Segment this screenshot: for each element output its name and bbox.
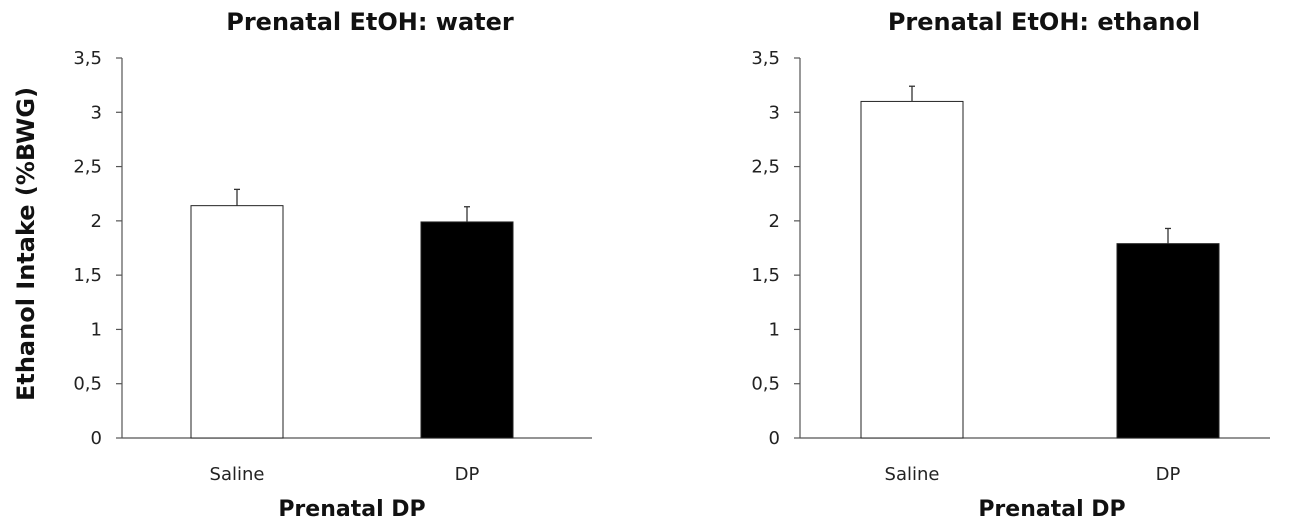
y-tick-label: 0	[91, 428, 102, 449]
chart-title: Prenatal EtOH: water	[226, 8, 514, 36]
x-axis-label: Prenatal DP	[978, 497, 1125, 522]
x-category-label: DP	[1156, 464, 1181, 485]
chart-panel-ethanol: Prenatal EtOH: ethanol Prenatal DP 0 0,5 1…	[751, 8, 1270, 522]
x-category-label: DP	[455, 464, 480, 485]
y-tick-label: 1	[91, 319, 102, 340]
chart-title: Prenatal EtOH: ethanol	[888, 8, 1200, 36]
y-axis-label: Ethanol Intake (%BWG)	[12, 87, 40, 401]
y-tick-label: 2	[769, 211, 780, 232]
y-tick-label: 1,5	[73, 265, 102, 286]
x-axis-label: Prenatal DP	[278, 497, 425, 522]
bar-dp	[1116, 243, 1220, 439]
x-category-label: Saline	[210, 464, 265, 485]
y-tick-label: 2,5	[751, 157, 780, 178]
y-tick-label: 0,5	[751, 374, 780, 395]
chart-panel-water: Prenatal EtOH: water Prenatal DP 0 0,5 1 1,…	[73, 8, 592, 522]
y-tick-label: 3,5	[751, 48, 780, 69]
y-tick-label: 2,5	[73, 157, 102, 178]
y-tick-label: 3	[91, 102, 102, 123]
y-tick-label: 0	[769, 428, 780, 449]
y-tick-label: 0,5	[73, 374, 102, 395]
bar-dp	[420, 221, 514, 439]
y-tick-label: 2	[91, 211, 102, 232]
bar-saline	[190, 205, 284, 439]
y-tick-label: 3	[769, 102, 780, 123]
x-category-label: Saline	[885, 464, 940, 485]
bar-saline	[860, 100, 964, 439]
y-tick-label: 3,5	[73, 48, 102, 69]
y-tick-label: 1	[769, 319, 780, 340]
y-tick-label: 1,5	[751, 265, 780, 286]
